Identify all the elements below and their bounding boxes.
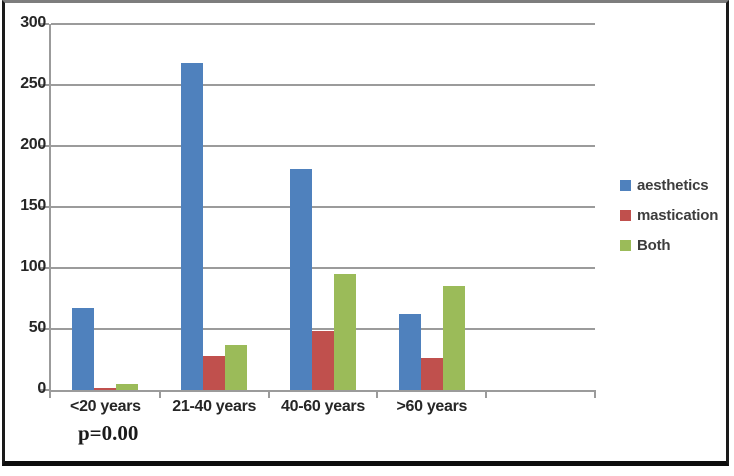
gridline-250 [51,84,595,86]
bar-aesthetics-4 [399,314,421,390]
y-tick-200 [40,145,49,147]
y-axis-label: 250 [20,75,46,92]
gridline-100 [51,267,595,269]
bar-mastication-1 [94,388,116,390]
x-tick-3 [376,390,378,398]
bar-aesthetics-2 [181,63,203,390]
y-axis-label: 300 [20,14,46,31]
gridline-50 [51,328,595,330]
legend-label: aesthetics [637,176,709,194]
bar-both-1 [116,384,138,390]
bar-mastication-3 [312,331,334,390]
legend-swatch-icon [620,179,631,191]
y-tick-300 [40,23,49,25]
legend-label: Both [637,236,671,254]
bar-both-2 [225,345,247,390]
y-axis-label: 200 [20,136,46,153]
gridline-300 [51,23,595,25]
gridline-150 [51,206,595,208]
legend-swatch-icon [620,239,631,251]
plot-area [40,23,596,398]
legend-swatch-icon [620,209,631,221]
legend-label: mastication [637,206,719,224]
legend-item-aesthetics: aesthetics [620,170,718,200]
y-tick-0 [40,389,49,391]
y-axis-label: 0 [37,380,46,397]
x-tick-4 [485,390,487,398]
y-tick-250 [40,84,49,86]
y-axis-label: 100 [20,258,46,275]
x-axis-label: <20 years [70,398,141,415]
y-tick-100 [40,267,49,269]
x-axis-label: 40-60 years [281,398,365,415]
gridline-200 [51,145,595,147]
y-axis-label: 150 [20,197,46,214]
x-tick-2 [268,390,270,398]
y-axis-label: 50 [28,319,47,336]
figure-border-frame [2,0,729,466]
p-value-annotation: p=0.00 [78,421,139,445]
x-axis-label: 21-40 years [172,398,257,415]
y-tick-150 [40,206,49,208]
bar-both-4 [443,286,465,390]
bar-mastication-4 [421,358,443,390]
bar-aesthetics-1 [72,308,94,390]
y-tick-50 [40,328,49,330]
bar-mastication-2 [203,356,225,390]
bar-aesthetics-3 [290,169,312,390]
x-tick-0 [49,390,51,398]
legend: aesthetics mastication Both [620,170,718,260]
x-tick-1 [159,390,161,398]
legend-item-mastication: mastication [620,200,718,230]
legend-item-both: Both [620,230,718,260]
bar-both-3 [334,274,356,390]
x-tick-5 [594,390,596,398]
x-axis-label: >60 years [396,398,468,415]
